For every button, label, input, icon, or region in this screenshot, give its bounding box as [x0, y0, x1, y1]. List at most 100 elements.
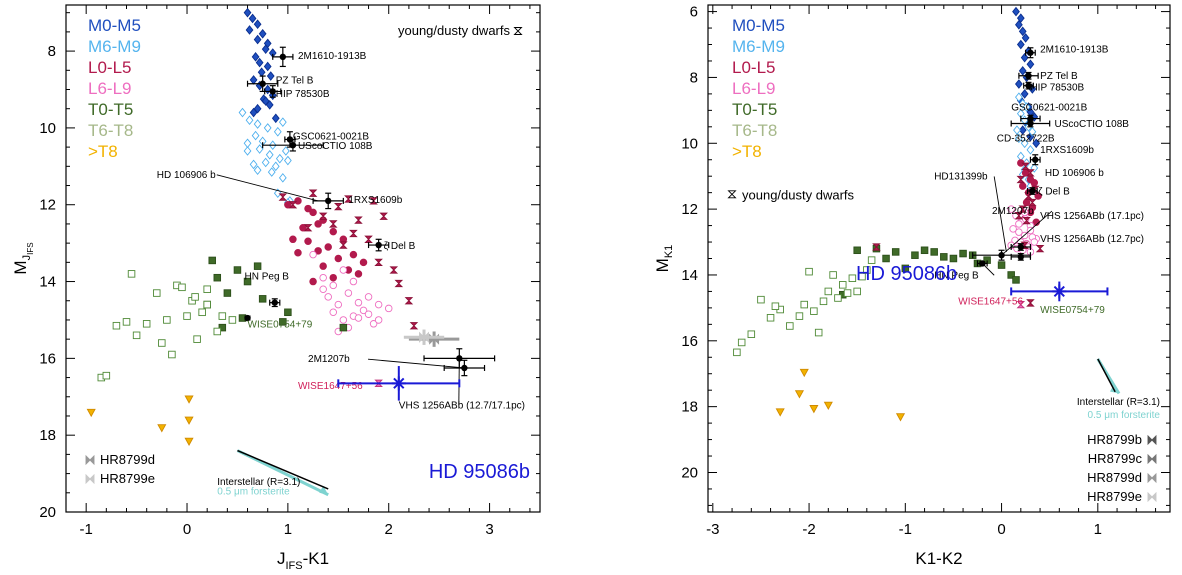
data-point — [1016, 39, 1025, 50]
left-panel: -1 0 1 2 38101214161820JIFS-K1MJIFS2M1610-19… — [11, 4, 541, 572]
data-point — [273, 126, 282, 137]
data-point — [86, 408, 96, 418]
data-point — [359, 306, 368, 315]
x-tick-label: 3 — [485, 521, 493, 538]
data-point — [304, 237, 312, 245]
data-point — [839, 281, 847, 289]
hr8799-legend-icon — [1147, 453, 1157, 465]
data-point — [339, 241, 348, 249]
data-point — [1015, 228, 1023, 236]
x-tick-label: -1 — [899, 521, 912, 538]
hr8799-point — [419, 331, 429, 343]
data-point — [245, 25, 254, 35]
data-point — [374, 316, 383, 324]
data-point — [294, 248, 302, 257]
data-point — [191, 293, 199, 301]
y-axis-title-main: M — [11, 260, 30, 274]
y-tick-label: 20 — [39, 504, 56, 521]
object-label: HD131399b — [934, 171, 988, 182]
object-label: WISE0754+79 — [248, 320, 313, 331]
data-point — [233, 266, 242, 274]
target-star-marker — [1052, 284, 1067, 299]
x-axis-title-main: J — [277, 549, 286, 568]
data-point — [319, 285, 327, 293]
data-point — [158, 339, 166, 347]
data-point — [339, 266, 348, 274]
x-tick-label: 0 — [997, 521, 1005, 538]
data-point — [858, 272, 866, 281]
hr8799-legend-label: HR8799e — [1087, 489, 1142, 504]
young-dusty-legend-icon — [513, 27, 523, 35]
data-point — [253, 165, 262, 175]
object-point — [271, 299, 278, 306]
object-point — [1017, 253, 1025, 261]
data-point — [294, 197, 302, 205]
object-point — [1032, 156, 1039, 163]
legend-entry: L6-L9 — [88, 79, 131, 98]
data-point — [374, 300, 383, 309]
data-point — [867, 256, 876, 264]
data-point — [1018, 98, 1027, 109]
y-tick-label: 8 — [690, 69, 698, 86]
legend-entry: L0-L5 — [732, 58, 775, 77]
data-point — [920, 246, 929, 255]
data-point — [249, 75, 258, 85]
data-point — [318, 212, 328, 220]
object-label: ζ Del B — [384, 241, 416, 252]
object-label: WISE1647+56 — [958, 297, 1023, 308]
data-point — [344, 195, 353, 203]
object-label: 1RXS1609b — [348, 195, 402, 206]
data-point — [102, 371, 111, 380]
object-label: HD 106906 b — [157, 170, 216, 181]
data-point — [384, 304, 393, 313]
data-point — [153, 289, 161, 297]
data-point — [243, 277, 252, 286]
object-label: HD 106906 b — [1045, 168, 1104, 179]
series--t8 — [775, 368, 906, 422]
object-point — [1027, 120, 1034, 127]
hr8799-legend-icon — [1147, 491, 1157, 503]
data-point — [184, 416, 194, 425]
series-l0-l5 — [284, 197, 368, 286]
data-point — [824, 287, 833, 296]
data-point — [1012, 276, 1020, 284]
target-label: HD 95086b — [856, 263, 957, 285]
data-point — [733, 348, 741, 357]
object-point — [259, 80, 266, 87]
data-point — [267, 167, 276, 177]
y-tick-label: 16 — [39, 350, 56, 367]
data-point — [329, 308, 338, 317]
y-axis-title: MK1 — [653, 245, 675, 273]
y-tick-label: 6 — [690, 4, 698, 21]
young-dusty-legend-icon — [727, 190, 737, 199]
data-point — [251, 52, 260, 62]
data-point — [1016, 13, 1025, 23]
data-point — [1035, 244, 1045, 253]
data-point — [132, 331, 141, 340]
data-point — [275, 153, 284, 164]
data-point — [344, 289, 353, 297]
x-tick-label: 2 — [385, 521, 393, 538]
data-point — [379, 212, 388, 220]
data-point — [334, 300, 343, 309]
data-point — [349, 229, 358, 238]
y-tick-label: 10 — [681, 135, 698, 152]
y-axis-title-sub: J — [21, 255, 33, 261]
object-label: HIP 78530B — [276, 89, 330, 100]
data-point — [959, 249, 967, 258]
data-point — [805, 267, 813, 276]
data-point — [1022, 216, 1031, 225]
data-point — [1026, 169, 1035, 177]
data-point — [258, 28, 267, 39]
data-point — [324, 293, 332, 301]
data-point — [279, 318, 287, 326]
data-point — [304, 204, 312, 213]
data-point — [339, 316, 348, 324]
plot-frame — [65, 4, 541, 513]
data-point — [218, 323, 227, 332]
data-point — [328, 220, 338, 228]
object-point — [1016, 300, 1026, 309]
data-points — [86, 7, 419, 446]
data-point — [329, 273, 338, 282]
data-point — [261, 157, 270, 168]
